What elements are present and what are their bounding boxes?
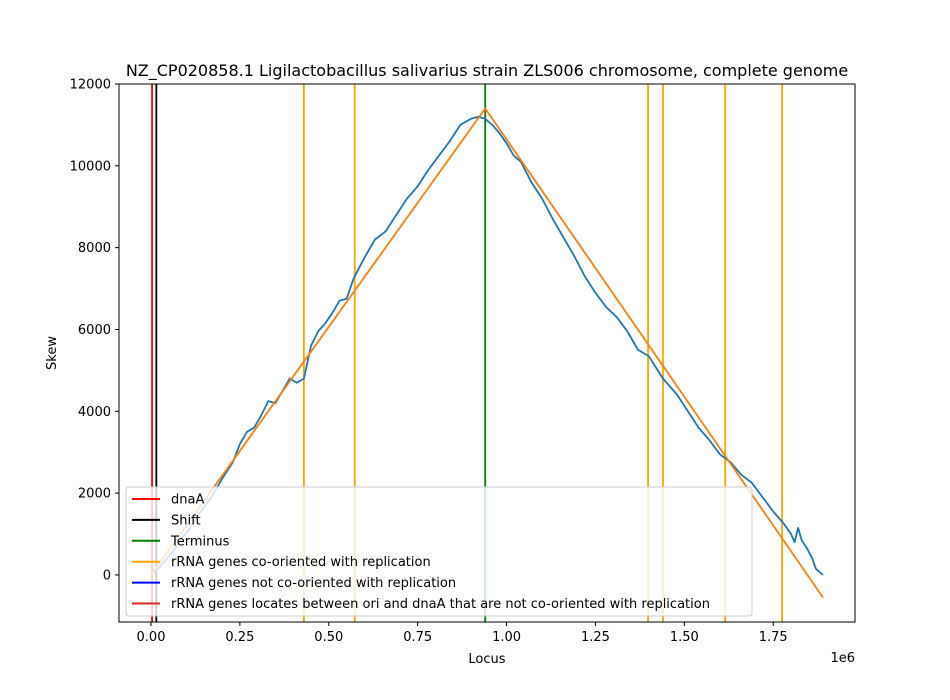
x-tick-label: 0.50 [314,630,343,645]
x-tick-label: 1.25 [581,630,610,645]
skew-series-line [150,115,824,576]
x-tick-label: 0.25 [225,630,254,645]
y-tick-label: 4000 [78,405,111,420]
x-tick-label: 1.75 [759,630,788,645]
y-tick-label: 2000 [78,487,111,502]
x-tick-label: 0.75 [403,630,432,645]
legend-box [125,486,753,617]
y-axis-label: Skew [45,336,60,370]
y-tick-label: 8000 [78,241,111,256]
plot-area [150,84,824,622]
legend-label: rRNA genes co-oriented with replication [171,555,431,570]
legend-label: dnaA [171,493,204,508]
x-axis-offset-text: 1e6 [830,651,855,666]
fitted-series-line [150,107,824,599]
y-tick-label: 10000 [70,159,111,174]
axes-frame [118,83,856,623]
legend-label: Terminus [170,534,230,549]
legend-label: rRNA genes not co-oriented with replicat… [171,576,456,591]
legend: dnaA Shift Terminus rRNA genes co-oriented … [125,486,753,617]
x-tick-label: 1.50 [670,630,699,645]
x-tick-label: 0.00 [137,630,166,645]
y-tick-label: 0 [103,568,111,583]
y-tick-label: 6000 [78,323,111,338]
legend-label: rRNA genes locates between ori and dnaA … [171,597,710,612]
x-tick-label: 1.00 [492,630,521,645]
data-layer [150,84,824,622]
axes: 0.00 0.25 0.50 0.75 1.00 1.25 1.50 1.75 0 2000 400… [70,78,856,645]
x-axis-label: Locus [468,652,505,667]
legend-label: Shift [171,513,201,528]
y-tick-label: 12000 [70,78,111,93]
chart-title: NZ_CP020858.1 Ligilactobacillus salivari… [126,61,848,81]
